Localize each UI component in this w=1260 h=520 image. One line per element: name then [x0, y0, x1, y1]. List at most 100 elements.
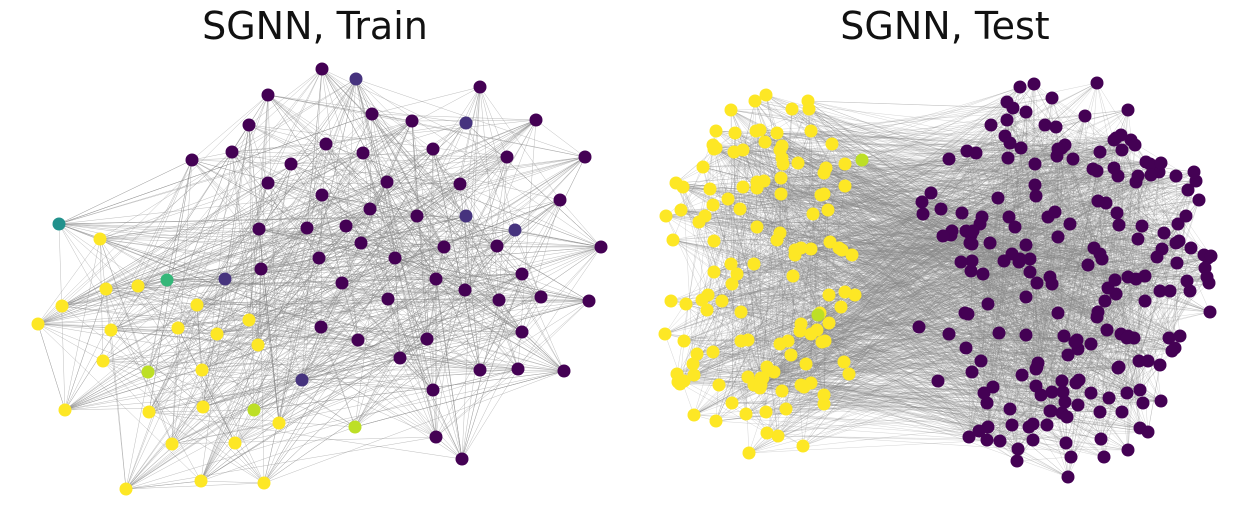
train-edge — [399, 357, 437, 438]
test-node — [771, 429, 785, 443]
test-edge — [675, 182, 1116, 281]
test-edge — [808, 108, 823, 343]
test-edge — [1025, 244, 1171, 292]
test-edge — [918, 326, 1140, 362]
test-edge — [1097, 200, 1109, 289]
train-edge — [263, 199, 561, 484]
train-node — [195, 363, 209, 377]
test-node — [1084, 386, 1098, 400]
test-node — [706, 138, 720, 152]
test-edge — [844, 185, 1117, 295]
train-edge — [105, 208, 371, 290]
train-edge — [191, 159, 565, 372]
train-edge — [102, 113, 373, 362]
test-edge — [756, 181, 967, 349]
train-node — [210, 327, 224, 341]
test-edge — [759, 129, 819, 316]
train-edge — [464, 86, 481, 291]
test-node — [966, 224, 980, 238]
train-edge — [58, 113, 373, 225]
test-edge — [791, 108, 923, 203]
test-node — [1100, 323, 1114, 337]
train-edge — [345, 215, 467, 227]
test-edge — [1078, 350, 1173, 381]
test-edge — [785, 366, 1120, 410]
test-edge — [696, 247, 1095, 355]
train-edge — [306, 227, 565, 372]
test-node — [1133, 383, 1147, 397]
train-edge — [125, 436, 437, 490]
test-node — [1019, 105, 1033, 119]
test-edge — [781, 145, 942, 210]
test-edge — [721, 300, 989, 428]
test-edge — [844, 291, 1066, 403]
train-node — [52, 217, 66, 231]
train-edge — [200, 480, 265, 484]
test-node — [1029, 189, 1043, 203]
test-node — [703, 182, 717, 196]
train-node — [257, 476, 271, 490]
train-edge — [37, 289, 466, 325]
test-edge — [676, 360, 982, 375]
test-edge — [964, 312, 1072, 458]
test-node — [837, 355, 851, 369]
train-node — [500, 150, 514, 164]
test-node — [1028, 157, 1042, 171]
train-edge — [386, 181, 437, 438]
train-edge — [253, 119, 537, 411]
test-edge — [851, 152, 977, 256]
test-node — [758, 135, 772, 149]
train-edge — [125, 304, 198, 490]
test-edge — [677, 381, 768, 434]
test-node — [838, 179, 852, 193]
test-node — [1153, 358, 1167, 372]
test-node — [1051, 230, 1065, 244]
train-edge — [37, 323, 202, 482]
train-edge — [321, 68, 434, 150]
train-edge — [290, 156, 508, 165]
train-edge — [64, 156, 508, 411]
train-edge — [354, 199, 561, 428]
train-edge — [416, 119, 537, 217]
train-edge — [200, 156, 508, 482]
train-node — [272, 416, 286, 430]
test-edge — [792, 275, 1027, 336]
train-node — [160, 273, 174, 287]
test-edge — [810, 86, 1021, 250]
test-node — [1120, 386, 1134, 400]
train-edge — [416, 183, 461, 217]
test-edge — [780, 177, 1210, 284]
test-edge — [800, 323, 1140, 362]
test-edge — [1054, 211, 1110, 399]
test-edge — [981, 216, 1079, 406]
test-edge — [731, 119, 1008, 404]
train-edge — [37, 215, 467, 325]
test-edge — [825, 167, 1144, 404]
test-edge — [759, 129, 1079, 406]
train-edge — [290, 163, 463, 460]
train-edge — [171, 183, 461, 445]
test-edge — [851, 254, 994, 388]
train-node — [196, 400, 210, 414]
test-node — [1144, 168, 1158, 182]
test-edge — [1116, 212, 1187, 217]
test-edge — [727, 163, 1151, 200]
train-edge — [465, 215, 519, 370]
test-edge — [1019, 256, 1158, 260]
test-edge — [823, 172, 1140, 362]
test-edge — [733, 151, 972, 272]
test-node — [992, 326, 1006, 340]
train-edge — [479, 199, 561, 371]
train-edge — [110, 329, 481, 371]
test-edge — [745, 404, 1079, 415]
test-node — [1141, 354, 1155, 368]
train-edge — [216, 245, 498, 335]
test-edge — [776, 132, 1187, 217]
train-node — [515, 267, 529, 281]
test-edge — [861, 159, 962, 263]
test-node — [983, 236, 997, 250]
test-edge — [951, 97, 1053, 232]
train-node — [429, 430, 443, 444]
train-edge — [411, 120, 463, 460]
train-edge — [267, 94, 413, 122]
